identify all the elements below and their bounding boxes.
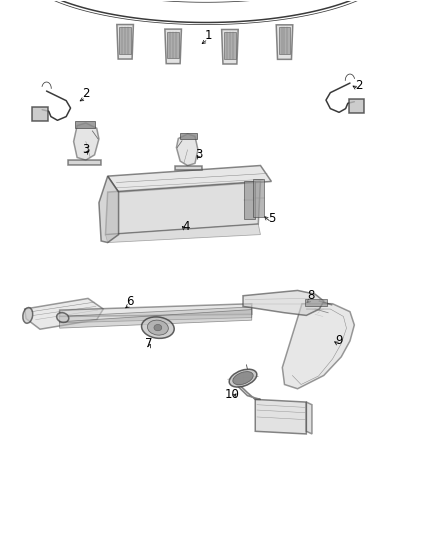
Polygon shape — [32, 107, 48, 122]
Ellipse shape — [23, 308, 33, 323]
Polygon shape — [283, 304, 354, 389]
Text: 9: 9 — [336, 334, 343, 348]
Text: 6: 6 — [126, 295, 133, 308]
Ellipse shape — [229, 369, 257, 387]
Polygon shape — [167, 32, 179, 58]
Polygon shape — [306, 402, 312, 434]
Polygon shape — [106, 181, 261, 235]
Text: 8: 8 — [307, 289, 314, 302]
Polygon shape — [279, 28, 290, 54]
Ellipse shape — [233, 372, 253, 385]
Polygon shape — [165, 29, 181, 63]
Polygon shape — [175, 166, 202, 170]
Text: 1: 1 — [205, 29, 212, 42]
Ellipse shape — [141, 317, 174, 338]
Polygon shape — [74, 123, 99, 160]
Polygon shape — [25, 298, 103, 329]
Polygon shape — [224, 32, 236, 59]
Text: 2: 2 — [355, 79, 363, 92]
Polygon shape — [349, 99, 364, 114]
Polygon shape — [177, 134, 198, 166]
Ellipse shape — [148, 320, 168, 335]
Polygon shape — [120, 27, 131, 54]
Polygon shape — [244, 181, 255, 219]
Text: 4: 4 — [183, 220, 190, 233]
Polygon shape — [117, 25, 134, 59]
Polygon shape — [99, 176, 119, 243]
Text: 5: 5 — [268, 212, 275, 225]
Ellipse shape — [154, 325, 162, 331]
Polygon shape — [180, 133, 197, 139]
Text: 7: 7 — [145, 337, 153, 350]
Polygon shape — [276, 25, 293, 59]
Polygon shape — [108, 165, 272, 192]
Polygon shape — [255, 399, 306, 434]
Polygon shape — [234, 381, 261, 399]
Polygon shape — [243, 290, 324, 316]
Polygon shape — [75, 122, 95, 128]
Polygon shape — [222, 29, 238, 64]
Polygon shape — [68, 160, 101, 165]
Polygon shape — [60, 304, 252, 317]
Text: 2: 2 — [82, 87, 90, 100]
Polygon shape — [106, 224, 261, 243]
Polygon shape — [253, 179, 264, 217]
Text: 3: 3 — [82, 143, 89, 156]
Ellipse shape — [57, 313, 69, 322]
Text: 3: 3 — [196, 148, 203, 161]
Polygon shape — [305, 300, 327, 306]
Polygon shape — [60, 307, 252, 323]
Polygon shape — [60, 310, 252, 328]
Text: 10: 10 — [225, 387, 240, 401]
